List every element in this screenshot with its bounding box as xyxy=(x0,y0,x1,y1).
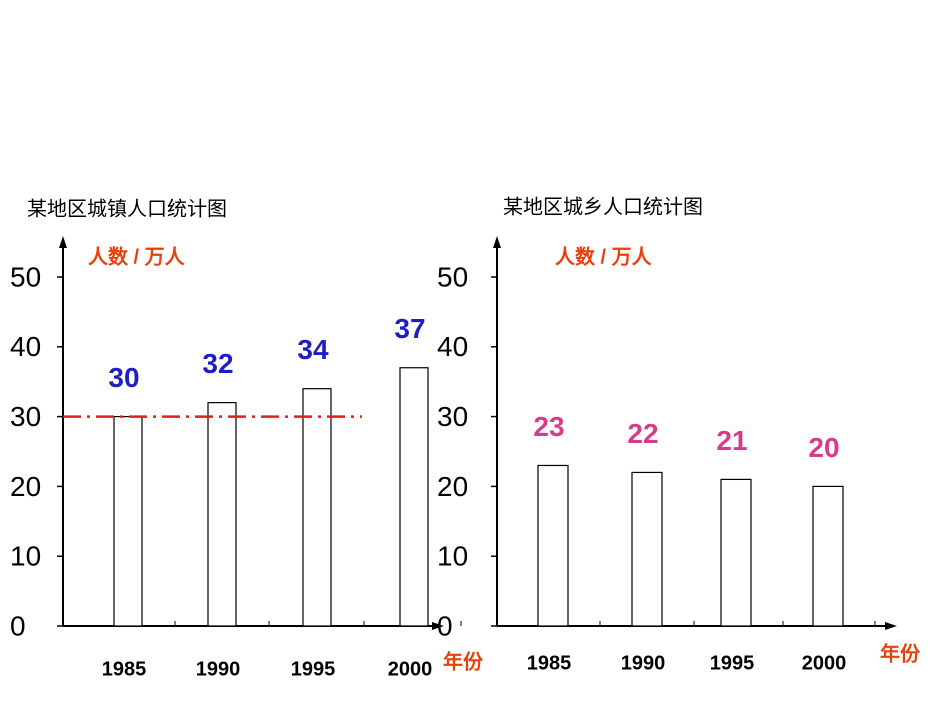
chart-title: 某地区城乡人口统计图 xyxy=(503,195,703,218)
y-tick-label: 50 xyxy=(10,261,41,292)
y-tick-label: 0 xyxy=(10,610,26,641)
x-axis-arrow xyxy=(885,622,897,630)
value-label: 23 xyxy=(533,411,564,442)
x-tick-label: 1985 xyxy=(527,652,572,674)
y-tick-label: 30 xyxy=(437,401,468,432)
value-label: 21 xyxy=(716,425,747,456)
y-axis-arrow xyxy=(493,236,501,248)
value-label: 37 xyxy=(394,313,425,344)
x-tick-label: 1995 xyxy=(710,652,755,674)
chart-title: 某地区城镇人口统计图 xyxy=(27,197,227,220)
value-label: 20 xyxy=(808,432,839,463)
bar xyxy=(537,464,569,627)
x-tick-label: 1990 xyxy=(196,658,241,680)
x-axis-label: 年份 xyxy=(443,649,484,673)
x-tick-label: 1990 xyxy=(621,652,666,674)
x-axis-arrow xyxy=(432,622,444,630)
y-tick-label: 40 xyxy=(437,331,468,362)
y-tick-label: 20 xyxy=(437,471,468,502)
bar xyxy=(720,478,752,627)
x-tick-label: 2000 xyxy=(388,658,433,680)
y-axis-arrow xyxy=(59,236,67,248)
y-axis-label: 人数 / 万人 xyxy=(555,244,653,268)
y-tick-label: 40 xyxy=(10,331,41,362)
y-tick-label: 0 xyxy=(437,610,453,641)
bar xyxy=(812,485,844,627)
y-tick-label: 50 xyxy=(437,261,468,292)
value-label: 30 xyxy=(108,362,139,393)
value-label: 34 xyxy=(297,334,329,365)
value-label: 22 xyxy=(627,418,658,449)
y-axis-label: 人数 / 万人 xyxy=(88,244,186,268)
y-tick-label: 10 xyxy=(437,541,468,572)
bar xyxy=(207,402,237,627)
y-tick-label: 30 xyxy=(10,401,41,432)
value-label: 32 xyxy=(202,348,233,379)
y-tick-label: 20 xyxy=(10,471,41,502)
bar xyxy=(399,367,429,627)
x-tick-label: 1985 xyxy=(102,658,147,680)
y-tick-label: 10 xyxy=(10,541,41,572)
bar xyxy=(631,471,663,627)
x-tick-label: 1995 xyxy=(291,658,336,680)
x-tick-label: 2000 xyxy=(802,652,847,674)
x-axis-label: 年份 xyxy=(880,641,921,665)
bar xyxy=(113,416,143,627)
bar xyxy=(302,388,332,627)
